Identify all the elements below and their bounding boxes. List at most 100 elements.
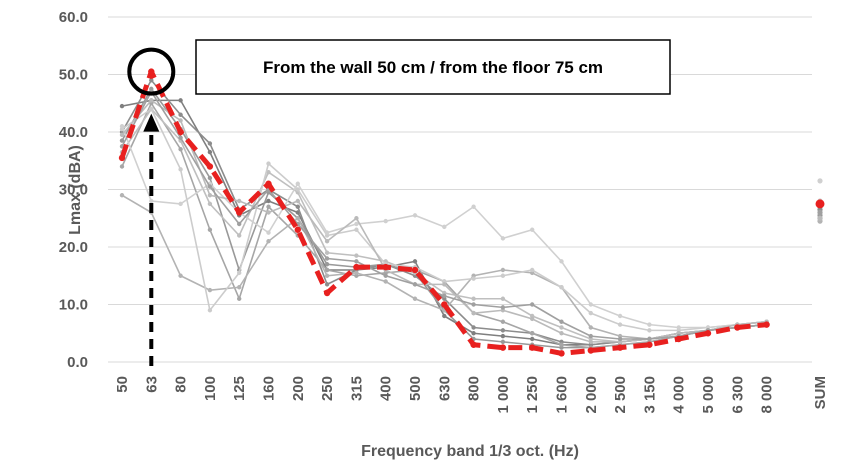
x-tick-label: 315 — [348, 376, 365, 401]
series-9 — [119, 89, 823, 342]
highlight-point — [382, 263, 389, 271]
data-point — [354, 270, 359, 276]
data-point — [471, 325, 476, 330]
data-point — [266, 198, 271, 204]
data-point — [119, 138, 125, 143]
highlight-point — [646, 341, 653, 348]
x-axis-title: Frequency band 1/3 oct. (Hz) — [361, 443, 579, 460]
data-point — [442, 282, 447, 287]
data-point — [149, 78, 154, 83]
x-tick-label: 3 150 — [641, 376, 658, 414]
data-point — [588, 339, 593, 345]
y-tick-label: 60.0 — [59, 9, 88, 26]
data-point — [149, 198, 154, 204]
highlight-point — [616, 344, 624, 351]
highlight-point — [675, 335, 682, 343]
x-tick-label: 6 300 — [729, 376, 746, 414]
highlight-point — [323, 289, 331, 297]
data-point — [500, 273, 506, 278]
data-point — [266, 161, 271, 166]
annotation-text: From the wall 50 cm / from the floor 75 … — [263, 58, 603, 77]
data-point — [207, 308, 213, 313]
data-point — [383, 273, 388, 278]
data-point — [237, 198, 242, 204]
highlight-point — [734, 324, 741, 331]
data-point — [500, 328, 506, 333]
data-point — [500, 236, 506, 241]
y-axis-title: Lmax (dBA) — [67, 145, 84, 235]
data-point — [149, 98, 154, 103]
data-point — [324, 230, 330, 235]
series-lines — [119, 78, 823, 350]
x-tick-label: 160 — [261, 376, 278, 401]
data-point — [178, 147, 183, 152]
data-point — [530, 336, 535, 342]
x-tick-label: 2 500 — [612, 376, 629, 414]
data-point — [500, 296, 506, 301]
x-tick-label: 80 — [173, 376, 190, 393]
x-tick-label: 500 — [407, 376, 424, 401]
data-point — [295, 187, 300, 192]
data-point — [178, 118, 183, 123]
data-point — [530, 227, 535, 232]
data-point — [119, 124, 125, 129]
data-point — [178, 201, 183, 207]
data-point — [119, 132, 125, 138]
data-point — [207, 175, 213, 181]
data-point — [354, 253, 359, 258]
highlight-point — [118, 154, 126, 162]
x-tick-label: 125 — [231, 376, 248, 401]
data-point — [559, 342, 564, 347]
data-point — [500, 319, 506, 324]
annotation-box — [195, 39, 671, 95]
data-point — [588, 302, 593, 307]
data-point — [588, 310, 593, 316]
data-point — [266, 170, 271, 175]
data-point — [295, 198, 300, 204]
data-point — [119, 103, 125, 109]
data-point — [207, 149, 213, 155]
data-point — [324, 273, 330, 278]
data-point — [354, 227, 359, 232]
x-tick-label: 1 250 — [524, 376, 541, 414]
highlight-point — [529, 344, 536, 351]
data-point — [237, 285, 242, 290]
sum-point — [817, 209, 823, 216]
data-point — [647, 328, 652, 333]
data-point — [530, 316, 535, 322]
data-point — [471, 296, 476, 301]
highlight-point — [441, 301, 448, 308]
data-point — [442, 224, 447, 230]
x-tick-label: 4 000 — [671, 376, 688, 414]
data-point — [471, 276, 476, 281]
data-point — [178, 135, 183, 140]
data-point — [295, 216, 300, 221]
data-point — [500, 333, 506, 339]
highlight-point — [558, 350, 565, 357]
y-tick-label: 50.0 — [59, 67, 88, 84]
data-point — [237, 233, 242, 238]
x-tick-labels: 50 63 80 100 125 160 200 250 315 400 500 630 800 1 00… — [114, 376, 829, 414]
data-point — [559, 319, 564, 324]
data-point — [412, 296, 418, 301]
highlight-point — [763, 321, 770, 328]
data-point — [383, 218, 388, 224]
data-point — [471, 310, 476, 316]
data-point — [588, 325, 593, 330]
data-point — [266, 239, 271, 244]
y-tick-label: 30.0 — [59, 182, 88, 199]
x-tick-label: 100 — [202, 376, 219, 401]
data-point — [530, 302, 535, 307]
data-point — [412, 259, 418, 264]
highlight-point — [470, 341, 477, 348]
data-point — [295, 204, 300, 209]
data-point — [324, 250, 330, 255]
data-point — [412, 213, 418, 218]
data-point — [500, 305, 506, 310]
data-point — [324, 262, 330, 267]
x-tick-label: 800 — [466, 376, 483, 401]
x-tick-label: 250 — [319, 376, 336, 401]
highlight-sum-point — [815, 199, 825, 209]
data-point — [207, 184, 213, 189]
